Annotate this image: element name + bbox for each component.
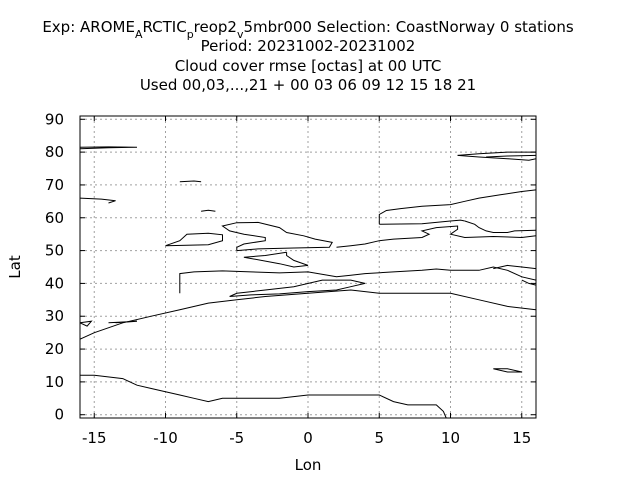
y-tick-label: 20	[45, 340, 64, 358]
coastline-line	[457, 154, 536, 161]
x-tick-label: -10	[153, 429, 178, 447]
coastline-line	[108, 320, 138, 324]
x-axis-label: Lon	[295, 456, 322, 474]
coastline-line	[486, 154, 536, 158]
chart-title-line-1: Exp: AROMEARCTICpreop2v5mbr000 Selection…	[42, 18, 574, 41]
coastline-line	[201, 209, 216, 212]
y-tick-label: 90	[45, 110, 64, 128]
coastline-line	[493, 264, 536, 270]
coastline-line	[379, 219, 465, 225]
coastline-line	[464, 220, 536, 233]
coastline-line	[179, 266, 536, 294]
x-tick-label: 10	[441, 429, 460, 447]
coastline-line	[80, 320, 93, 327]
y-tick-label: 30	[45, 307, 64, 325]
y-axis-label: Lat	[6, 255, 24, 279]
y-tick-label: 60	[45, 209, 64, 227]
y-axis-ticks: 0 10 20 30 40 50 60 70 80 90	[45, 110, 536, 424]
coastline-line	[80, 197, 116, 204]
grid-lines	[80, 116, 536, 418]
title-part-sub: A	[135, 28, 143, 41]
title-part-sub: p	[187, 28, 194, 41]
chart-title-line-4: Used 00,03,...,21 + 00 03 06 09 12 15 18…	[140, 76, 476, 94]
x-tick-label: -5	[229, 429, 244, 447]
chart-title-line-2: Period: 20231002-20231002	[201, 37, 416, 55]
y-tick-label: 40	[45, 274, 64, 292]
coastline-line	[378, 189, 536, 225]
y-tick-label: 70	[45, 176, 64, 194]
x-tick-label: 0	[303, 429, 313, 447]
y-tick-label: 0	[54, 406, 64, 424]
x-tick-label: -15	[82, 429, 107, 447]
x-axis-ticks: -15 -10 -5 0 5 10 15	[82, 116, 531, 447]
coastline-line	[80, 374, 447, 418]
title-part-sub: v	[237, 28, 244, 41]
coastline-line	[80, 146, 138, 150]
coastline-line	[221, 221, 333, 252]
coastline-line	[521, 279, 536, 286]
coastline-line	[80, 289, 536, 340]
x-tick-label: 15	[512, 429, 531, 447]
coastline-line	[493, 368, 522, 373]
title-part: RCTIC	[142, 18, 186, 36]
coastline-line	[229, 279, 366, 297]
y-tick-label: 50	[45, 242, 64, 260]
coastline-line	[243, 251, 309, 268]
coastline-series-layer	[80, 146, 536, 418]
title-part: 5mbr000 Selection: CoastNorway 0 station…	[244, 18, 574, 36]
title-part: Exp: AROME	[42, 18, 135, 36]
coastline-line	[165, 232, 223, 247]
coastline-line	[179, 180, 202, 183]
x-tick-label: 5	[374, 429, 384, 447]
title-part: reop2	[194, 18, 237, 36]
coastline-line	[457, 151, 536, 156]
y-tick-label: 80	[45, 143, 64, 161]
y-tick-label: 10	[45, 373, 64, 391]
chart-title-line-3: Cloud cover rmse [octas] at 00 UTC	[175, 57, 442, 75]
coastline-line	[336, 225, 536, 248]
